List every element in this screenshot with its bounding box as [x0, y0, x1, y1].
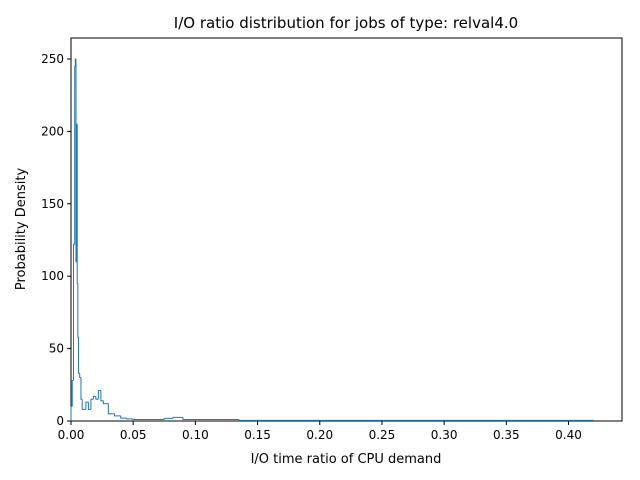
chart-title: I/O ratio distribution for jobs of type:… — [174, 14, 518, 32]
y-tick-label: 0 — [56, 414, 64, 428]
histogram-step — [172, 416, 183, 419]
histogram-step — [238, 419, 594, 421]
x-tick-label: 0.25 — [369, 428, 396, 442]
y-tick-label: 250 — [41, 52, 64, 66]
histogram-step — [126, 418, 134, 420]
x-tick-label: 0.35 — [493, 428, 520, 442]
y-tick-label: 150 — [41, 197, 64, 211]
histogram-step — [85, 401, 89, 410]
histogram-step — [71, 379, 74, 407]
histogram-step — [81, 399, 86, 410]
y-tick-label: 100 — [41, 269, 64, 283]
histogram-step — [107, 403, 115, 415]
x-tick-label: 0.40 — [555, 428, 582, 442]
x-tick-label: 0.15 — [244, 428, 271, 442]
x-tick-label: 0.10 — [182, 428, 209, 442]
y-axis-label: Probability Density — [14, 168, 29, 291]
histogram-step — [182, 417, 239, 421]
histogram-step — [100, 390, 104, 402]
x-tick-label: 0.00 — [58, 428, 85, 442]
x-tick-label: 0.30 — [431, 428, 458, 442]
y-tick-label: 200 — [41, 124, 64, 138]
histogram-step — [74, 58, 76, 67]
histogram-step — [95, 396, 99, 400]
x-tick-label: 0.05 — [120, 428, 147, 442]
histogram-step — [120, 415, 127, 419]
histogram-step — [70, 406, 73, 421]
histogram-step — [102, 400, 106, 405]
x-axis-label: I/O time ratio of CPU demand — [251, 452, 442, 467]
histogram-step — [92, 395, 96, 400]
histogram-step — [163, 417, 173, 420]
histogram-step — [90, 398, 94, 410]
histogram-step — [87, 402, 91, 410]
histogram-step — [132, 418, 165, 421]
axes-frame — [70, 37, 623, 422]
y-tick-label: 50 — [49, 342, 64, 356]
histogram-step — [97, 390, 101, 400]
histogram-step — [114, 413, 121, 417]
x-tick-label: 0.20 — [306, 428, 333, 442]
histogram-step — [77, 283, 79, 338]
